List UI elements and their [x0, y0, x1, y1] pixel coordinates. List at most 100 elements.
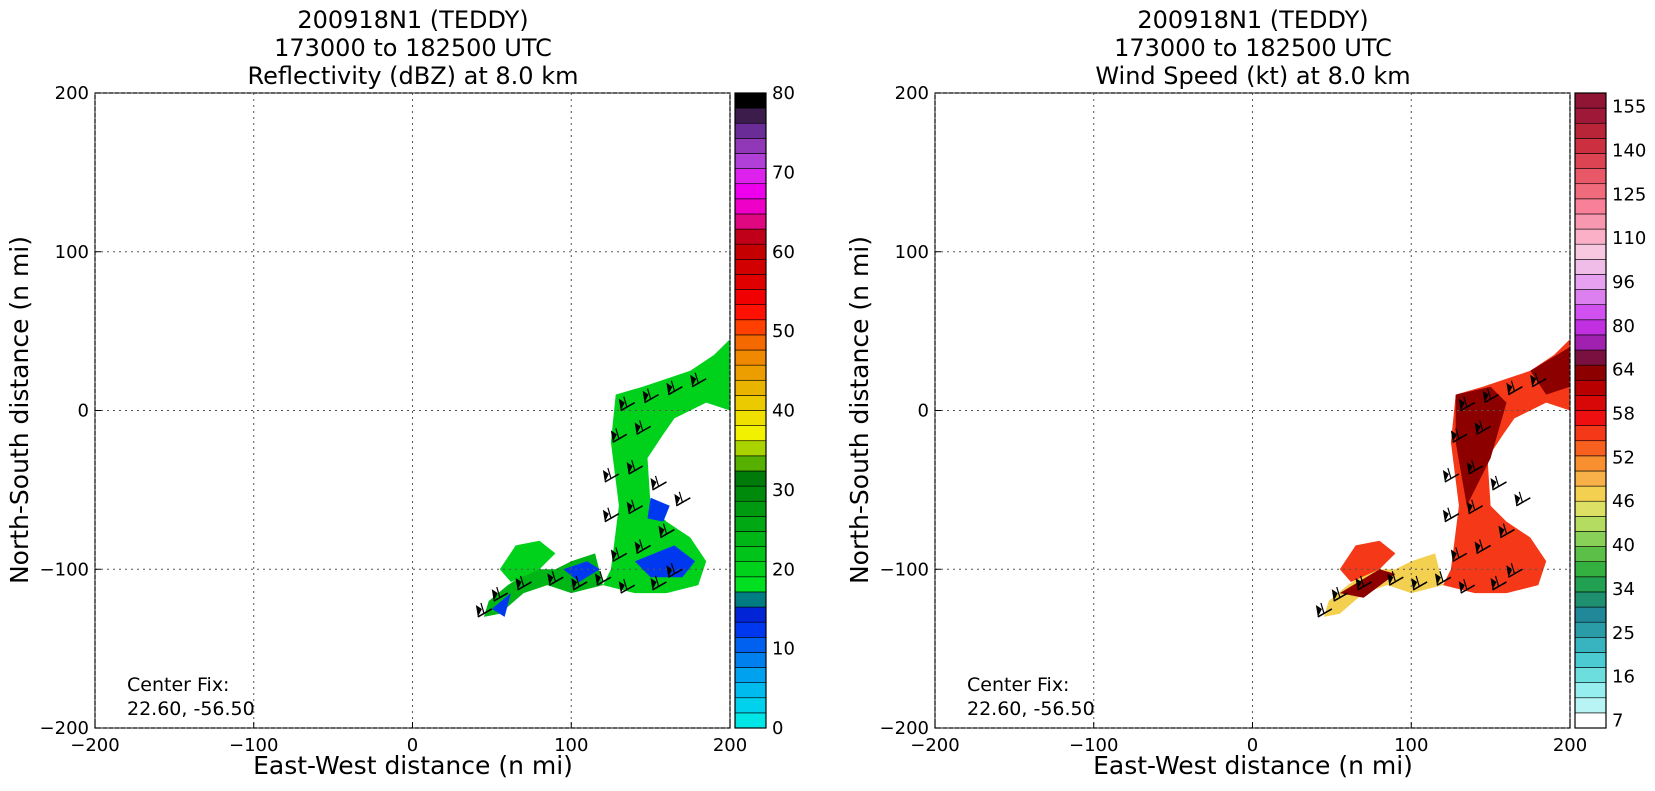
colorbar-segment: [1574, 652, 1607, 668]
colorbar-segment: [1574, 667, 1607, 683]
title-line-2: 173000 to 182500 UTC: [274, 34, 552, 62]
wind-barb: [658, 523, 675, 539]
wind-barb: [650, 575, 667, 591]
colorbar-segment: [734, 667, 767, 683]
colorbar-tick-label: 64: [1612, 360, 1635, 381]
wind-barb: [1458, 396, 1476, 412]
colorbar-segment: [1574, 228, 1607, 245]
wind-barb: [602, 467, 620, 483]
colorbar-tick-label: 25: [1612, 623, 1635, 644]
colorbar-segment: [1574, 259, 1607, 275]
colorbar-tick-label: 60: [772, 242, 795, 263]
colorbar-segment: [1574, 682, 1607, 699]
wind-barb: [674, 491, 691, 507]
colorbar-segment: [734, 410, 767, 426]
wind-barb: [1498, 523, 1515, 539]
wind-barb: [1315, 602, 1333, 618]
y-tick-label: 100: [895, 242, 929, 263]
echo-region: [1339, 540, 1396, 582]
wind-barbs: [1315, 372, 1547, 618]
wind-barb: [618, 578, 636, 594]
colorbar-segment: [734, 183, 767, 200]
colorbar-segment: [1574, 636, 1607, 653]
colorbar-segment: [1574, 334, 1607, 351]
colorbar-tick-label: 30: [772, 480, 795, 501]
colorbar-tick-label: 16: [1612, 667, 1635, 688]
colorbar-segment: [1574, 289, 1607, 305]
center-fix-value: 22.60, -56.50: [127, 698, 255, 720]
colorbar-segment: [1574, 440, 1607, 457]
colorbar-segment: [1574, 546, 1607, 562]
colorbar-segment: [734, 621, 767, 638]
axes: −200 −100 0 100 200 −200 −100 0 100 200: [40, 83, 748, 756]
echo-patch: [1455, 386, 1507, 506]
title-line-2: 173000 to 182500 UTC: [1114, 34, 1392, 62]
colorbar-segment: [1574, 92, 1607, 109]
echo-region: [499, 540, 556, 582]
wind-barb: [1482, 388, 1499, 404]
colorbar: 7 16 25 34 40 46 52 58 64 80 96 110 125 140 155: [1574, 92, 1646, 731]
colorbar-tick-label: 10: [772, 639, 795, 660]
colorbar-tick-label: 46: [1612, 491, 1635, 512]
colorbar-segment: [1574, 516, 1607, 532]
colorbar-segment: [1574, 712, 1607, 729]
wind-barb: [475, 602, 493, 618]
colorbar-segment: [734, 591, 767, 608]
x-tick-label: 100: [554, 735, 588, 756]
x-axis-label: East-West distance (n mi): [1093, 751, 1413, 780]
wind-barb: [1442, 507, 1460, 523]
wind-barb: [1450, 428, 1468, 443]
colorbar-segment: [1574, 107, 1607, 124]
y-tick-label: 100: [55, 242, 89, 263]
colorbar-segment: [1574, 319, 1607, 336]
title-line-1: 200918N1 (TEDDY): [1137, 6, 1368, 34]
colorbar-segment: [1574, 591, 1607, 608]
colorbar-segment: [1574, 606, 1607, 623]
colorbar-segment: [734, 576, 767, 593]
y-tick-label: 200: [895, 83, 929, 104]
colorbar-tick-label: 125: [1612, 184, 1646, 205]
wind-barb: [515, 575, 532, 591]
colorbar-tick-label: 40: [772, 401, 795, 422]
center-fix-label: Center Fix:: [127, 674, 229, 696]
colorbar-segment: [1574, 455, 1607, 472]
x-tick-label: 0: [407, 735, 418, 756]
colorbar-segment: [734, 712, 767, 729]
title-line-3: Reflectivity (dBZ) at 8.0 km: [248, 62, 579, 90]
echo-region: [1323, 553, 1443, 617]
colorbar-segment: [734, 198, 767, 215]
y-tick-label: −100: [880, 559, 929, 580]
colorbar-segment: [1574, 697, 1607, 714]
x-axis-label: East-West distance (n mi): [253, 751, 573, 780]
colorbar-segment: [734, 122, 767, 139]
wind-barb: [634, 539, 651, 555]
wind-barbs: [475, 372, 707, 618]
title-line-1: 200918N1 (TEDDY): [297, 6, 528, 34]
x-tick-label: −200: [70, 735, 119, 756]
colorbar-segment: [1574, 153, 1607, 169]
title-line-3: Wind Speed (kt) at 8.0 km: [1095, 62, 1410, 90]
wind-speed-panel: 200918N1 (TEDDY) 173000 to 182500 UTC Wi…: [845, 6, 1646, 780]
x-tick-label: −100: [229, 735, 278, 756]
colorbar-tick-label: 0: [772, 718, 783, 739]
colorbar-segment: [734, 107, 767, 124]
y-tick-label: 0: [918, 401, 929, 422]
wind-barb: [666, 380, 683, 396]
colorbar-segment: [734, 500, 767, 517]
wind-barb: [690, 372, 707, 388]
wind-barb: [610, 428, 628, 443]
colorbar-tick-label: 96: [1612, 272, 1635, 293]
wind-barb: [618, 396, 636, 412]
colorbar-segment: [1574, 274, 1607, 290]
colorbar-segment: [734, 636, 767, 653]
colorbar-segment: [734, 228, 767, 245]
colorbar-tick-label: 155: [1612, 97, 1646, 118]
colorbar-segment: [734, 213, 767, 230]
y-tick-label: −200: [880, 718, 929, 739]
colorbar-segment: [734, 652, 767, 668]
echo-patch: [647, 497, 670, 522]
wind-barb: [602, 507, 620, 523]
colorbar-segment: [1574, 183, 1607, 200]
wind-barb: [1450, 547, 1468, 563]
